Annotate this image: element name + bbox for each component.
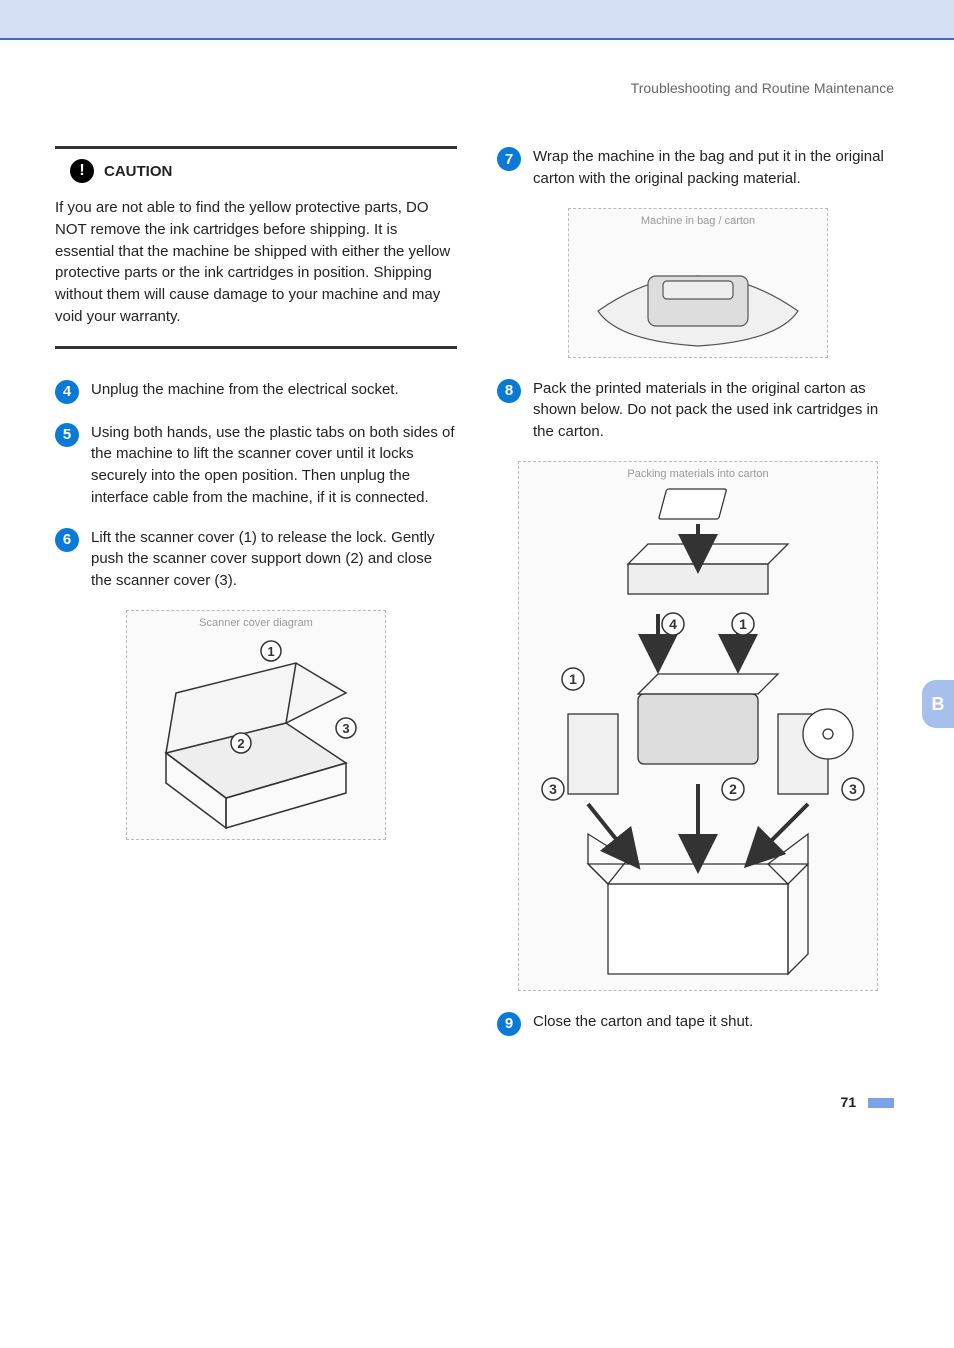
- packing-svg: 4 1 1 2 3 3: [528, 484, 868, 984]
- illustration-placeholder: Scanner cover diagram 1: [126, 610, 386, 840]
- illustration-machine-bag: Machine in bag / carton: [497, 208, 899, 358]
- two-column-layout: ! CAUTION If you are not able to find th…: [55, 146, 899, 1054]
- page-body: Troubleshooting and Routine Maintenance …: [0, 80, 954, 1150]
- step-number: 5: [55, 423, 79, 447]
- illustration-scanner-cover: Scanner cover diagram 1: [55, 610, 457, 840]
- scanner-cover-svg: 1 2 3: [136, 633, 376, 833]
- callout: 3: [849, 781, 857, 797]
- step-number: 8: [497, 379, 521, 403]
- step-number: 4: [55, 380, 79, 404]
- right-column: 7 Wrap the machine in the bag and put it…: [497, 146, 899, 1054]
- page-number: 71: [55, 1094, 899, 1110]
- callout: 3: [549, 781, 557, 797]
- step-text: Unplug the machine from the electrical s…: [91, 379, 457, 404]
- illustration-placeholder: Machine in bag / carton: [568, 208, 828, 358]
- caution-title: CAUTION: [104, 163, 172, 180]
- step-5: 5 Using both hands, use the plastic tabs…: [55, 422, 457, 509]
- left-column: ! CAUTION If you are not able to find th…: [55, 146, 457, 1054]
- step-4: 4 Unplug the machine from the electrical…: [55, 379, 457, 404]
- step-9: 9 Close the carton and tape it shut.: [497, 1011, 899, 1036]
- step-number: 6: [55, 528, 79, 552]
- step-7: 7 Wrap the machine in the bag and put it…: [497, 146, 899, 190]
- step-text: Wrap the machine in the bag and put it i…: [533, 146, 899, 190]
- step-text: Using both hands, use the plastic tabs o…: [91, 422, 457, 509]
- illus-alt: Packing materials into carton: [525, 468, 871, 480]
- callout: 2: [729, 781, 737, 797]
- machine-bag-svg: [578, 231, 818, 351]
- callout-2: 2: [237, 736, 244, 751]
- section-header: Troubleshooting and Routine Maintenance: [55, 80, 899, 96]
- page-number-value: 71: [841, 1094, 857, 1110]
- illus-alt: Machine in bag / carton: [575, 215, 821, 227]
- section-tab: B: [922, 680, 954, 728]
- caution-icon: !: [70, 159, 94, 183]
- callout-1: 1: [267, 644, 274, 659]
- illustration-packing: Packing materials into carton: [497, 461, 899, 991]
- step-text: Pack the printed materials in the origin…: [533, 378, 899, 443]
- step-number: 7: [497, 147, 521, 171]
- callout: 4: [669, 616, 677, 632]
- step-text: Lift the scanner cover (1) to release th…: [91, 527, 457, 592]
- caution-box: ! CAUTION If you are not able to find th…: [55, 146, 457, 349]
- callout: 1: [569, 671, 577, 687]
- illus-alt: Scanner cover diagram: [133, 617, 379, 629]
- step-text: Close the carton and tape it shut.: [533, 1011, 899, 1036]
- illustration-placeholder: Packing materials into carton: [518, 461, 878, 991]
- callout-3: 3: [342, 721, 349, 736]
- caution-body: If you are not able to find the yellow p…: [55, 197, 457, 328]
- step-6: 6 Lift the scanner cover (1) to release …: [55, 527, 457, 592]
- top-band: [0, 0, 954, 40]
- caution-header: ! CAUTION: [55, 159, 457, 183]
- step-number: 9: [497, 1012, 521, 1036]
- callout: 1: [739, 616, 747, 632]
- step-8: 8 Pack the printed materials in the orig…: [497, 378, 899, 443]
